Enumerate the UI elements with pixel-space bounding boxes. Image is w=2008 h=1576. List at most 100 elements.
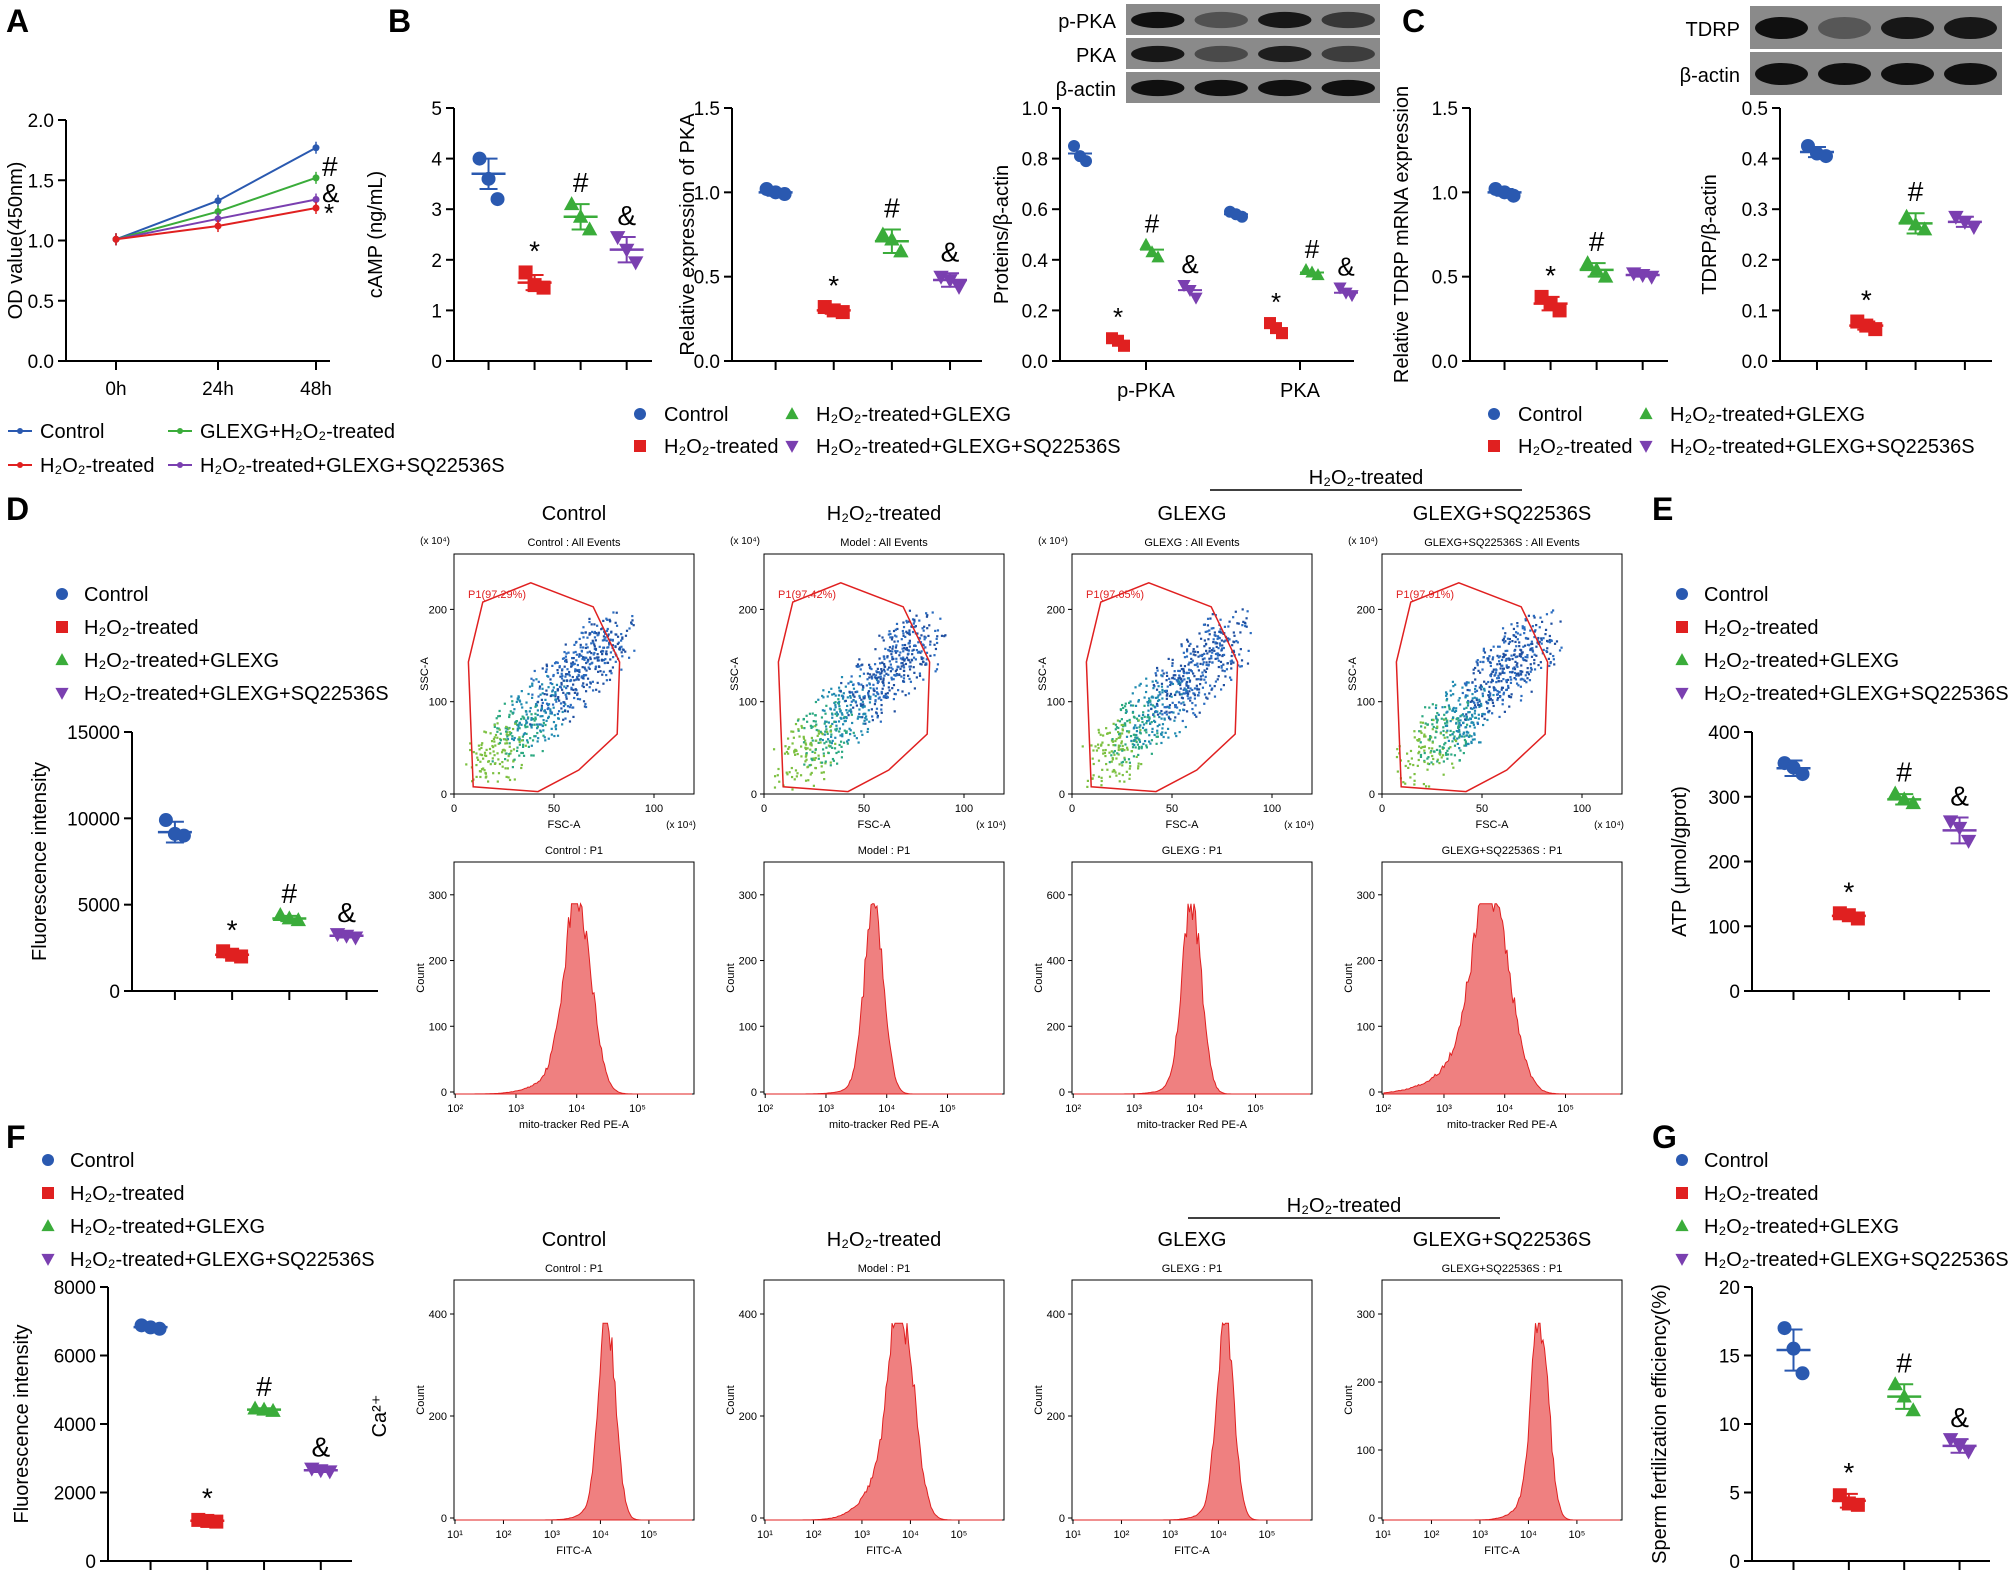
event-dot — [1545, 639, 1549, 643]
x-tick-label: 10⁵ — [629, 1103, 646, 1115]
event-dot — [572, 688, 575, 692]
event-dot — [1496, 690, 1499, 693]
panel-letter-G: G — [1652, 1119, 1677, 1155]
event-dot — [582, 674, 585, 678]
x-tick-label: 0 — [1069, 803, 1075, 815]
ca-label: Ca²⁺ — [369, 1395, 391, 1438]
event-dot — [834, 728, 837, 731]
data-point — [1183, 285, 1197, 298]
x-axis-label: FITC-A — [556, 1545, 592, 1557]
event-dot — [498, 714, 501, 718]
event-dot — [840, 756, 843, 759]
event-dot — [1231, 660, 1234, 663]
event-dot — [1426, 762, 1430, 765]
event-dot — [1170, 695, 1173, 698]
event-dot — [1435, 717, 1438, 720]
event-dot — [1201, 653, 1204, 656]
event-dot — [573, 662, 576, 665]
event-dot — [1453, 744, 1457, 747]
event-dot — [849, 694, 852, 698]
event-dot — [875, 670, 878, 673]
significance-mark: # — [1145, 209, 1160, 239]
event-dot — [1230, 654, 1233, 658]
event-dot — [517, 695, 520, 698]
event-dot — [869, 666, 872, 669]
event-dot — [1204, 630, 1207, 634]
event-dot — [1516, 621, 1519, 625]
event-dot — [1465, 730, 1469, 733]
event-dot — [804, 743, 808, 746]
plot-frame — [1381, 553, 1623, 795]
event-dot — [1203, 693, 1207, 696]
data-point — [490, 192, 505, 207]
event-dot — [588, 650, 591, 653]
event-dot — [1404, 764, 1407, 768]
event-dot — [882, 639, 885, 642]
event-dot — [571, 661, 575, 664]
event-dot — [572, 651, 575, 654]
event-dot — [1185, 650, 1189, 653]
event-dot — [1185, 680, 1188, 684]
event-dot — [531, 739, 535, 742]
event-dot — [814, 748, 817, 751]
event-dot — [1161, 727, 1164, 730]
event-dot — [1232, 661, 1235, 664]
event-dot — [798, 735, 801, 738]
event-dot — [908, 668, 912, 671]
event-dot — [1179, 687, 1182, 690]
event-dot — [1550, 622, 1553, 625]
event-dot — [1173, 719, 1176, 722]
event-dot — [809, 763, 813, 767]
event-dot — [1529, 629, 1532, 632]
event-dot — [523, 717, 526, 720]
event-dot — [573, 679, 576, 682]
event-dot — [1460, 714, 1463, 717]
event-dot — [1481, 694, 1485, 698]
event-dot — [1132, 755, 1136, 758]
event-dot — [539, 715, 542, 718]
event-dot — [936, 635, 939, 638]
event-dot — [1452, 706, 1455, 710]
event-dot — [1134, 704, 1138, 707]
event-dot — [785, 771, 788, 774]
event-dot — [1193, 687, 1197, 690]
event-dot — [1156, 729, 1159, 732]
event-dot — [1215, 642, 1219, 645]
event-dot — [1191, 707, 1194, 711]
event-dot — [1118, 733, 1121, 736]
event-dot — [1467, 681, 1470, 684]
event-dot — [882, 655, 885, 658]
event-dot — [1407, 766, 1410, 769]
event-dot — [1465, 706, 1468, 709]
event-dot — [605, 653, 608, 656]
event-dot — [1464, 695, 1467, 698]
event-dot — [884, 694, 887, 697]
event-dot — [887, 649, 891, 652]
event-dot — [1454, 738, 1457, 741]
event-dot — [1487, 657, 1490, 660]
event-dot — [1473, 712, 1476, 715]
event-dot — [565, 695, 568, 698]
event-dot — [1525, 659, 1528, 662]
event-dot — [1177, 682, 1180, 685]
event-dot — [564, 693, 567, 696]
event-dot — [516, 746, 519, 749]
event-dot — [573, 696, 576, 700]
legend-marker — [634, 408, 646, 420]
event-dot — [1168, 694, 1171, 698]
event-dot — [1138, 714, 1141, 717]
event-dot — [1453, 710, 1457, 713]
event-dot — [1149, 703, 1153, 706]
event-dot — [1445, 720, 1449, 723]
event-dot — [1518, 645, 1521, 648]
event-dot — [901, 661, 904, 665]
event-dot — [1193, 713, 1197, 716]
event-dot — [1148, 734, 1151, 737]
event-dot — [1452, 685, 1455, 688]
event-dot — [521, 751, 524, 755]
x-tick-label: 10¹ — [757, 1529, 773, 1541]
event-dot — [1467, 718, 1470, 721]
event-dot — [925, 658, 928, 661]
event-dot — [594, 667, 597, 671]
event-dot — [1520, 694, 1523, 698]
